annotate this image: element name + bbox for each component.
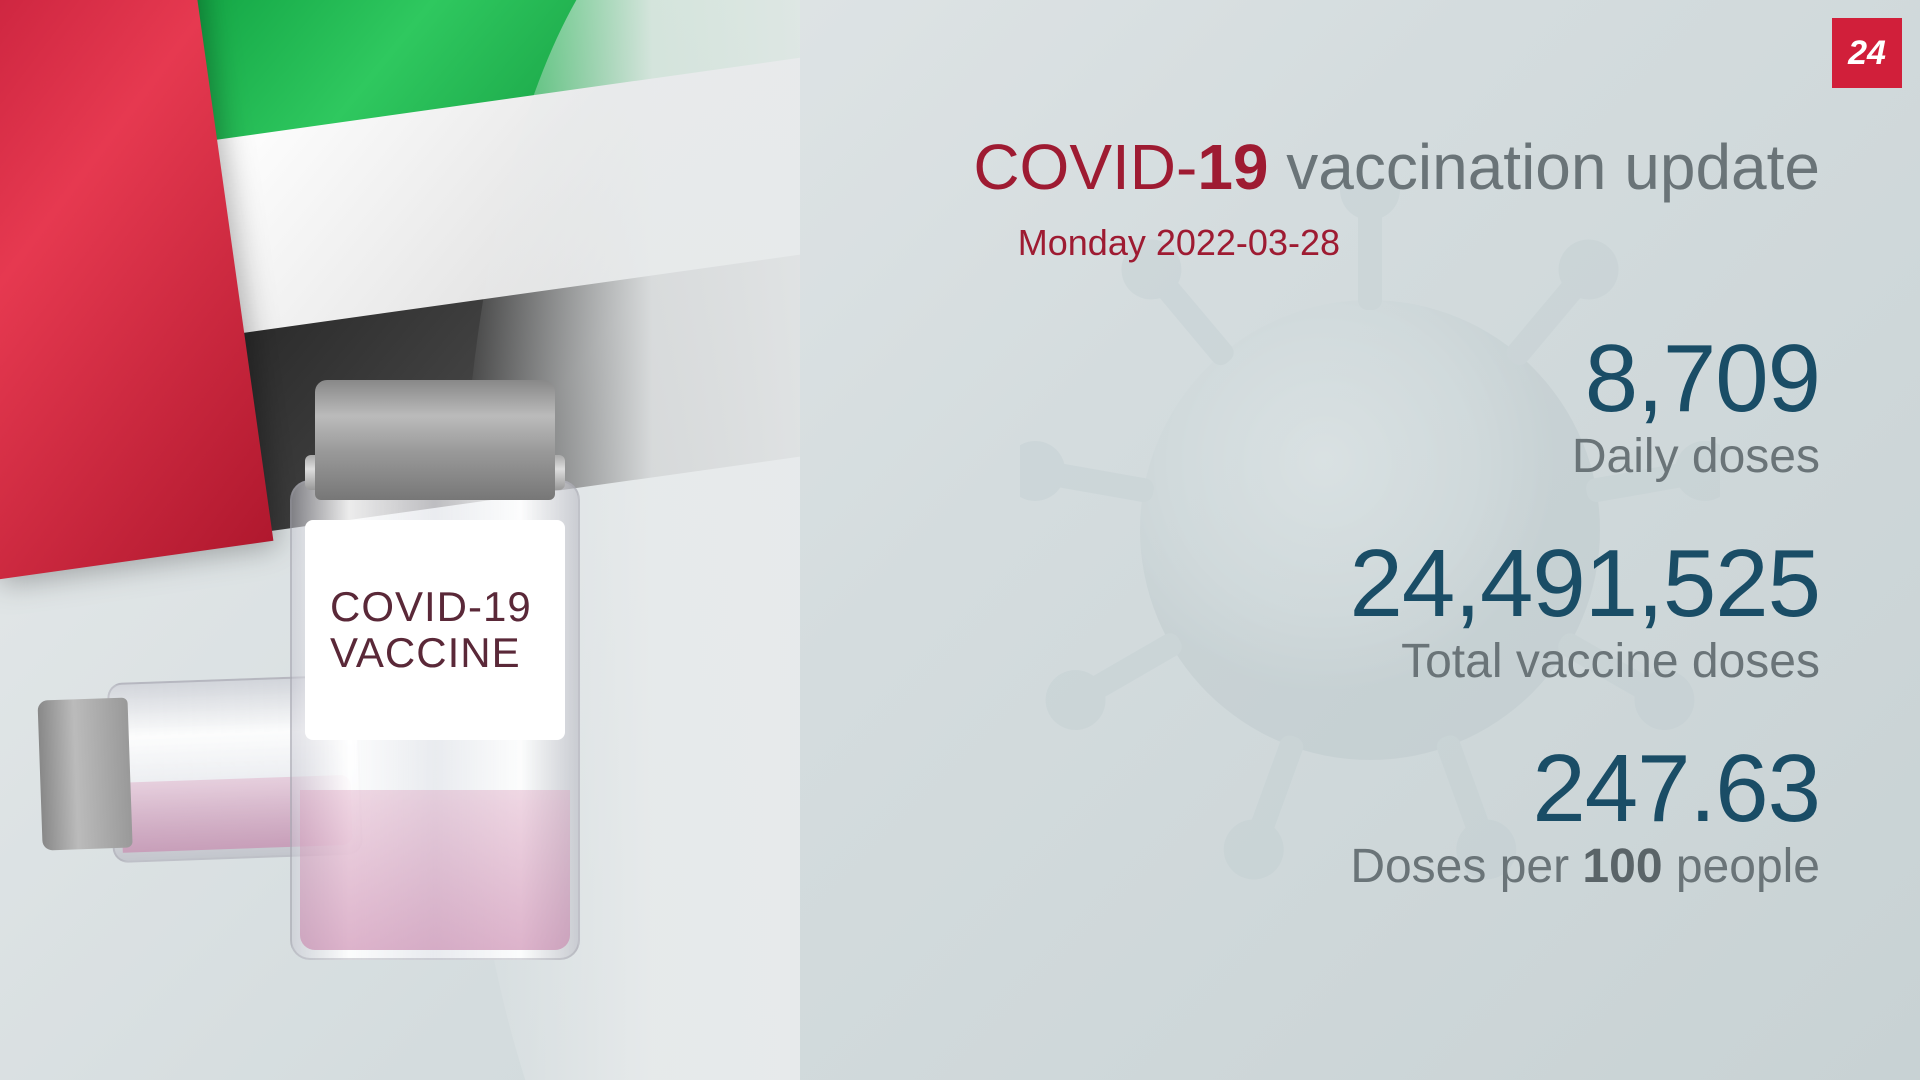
left-visual-panel: COVID-19 VACCINE <box>0 0 800 1080</box>
total-doses-value: 24,491,525 <box>820 529 1820 639</box>
vial-label-line2: VACCINE <box>330 630 565 676</box>
doses-per-100-label: Doses per 100 people <box>820 839 1820 894</box>
vial-label: COVID-19 VACCINE <box>305 520 565 740</box>
daily-doses-label: Daily doses <box>820 429 1820 484</box>
vial-label-line1: COVID-19 <box>330 584 565 630</box>
per100-label-bold: 100 <box>1582 840 1662 893</box>
title-number: 19 <box>1197 131 1268 203</box>
per100-label-post: people <box>1663 840 1820 893</box>
update-date: Monday 2022-03-28 <box>820 222 1820 264</box>
daily-doses-value: 8,709 <box>820 324 1820 434</box>
title-rest: vaccination update <box>1269 131 1821 203</box>
vaccine-vial-upright: COVID-19 VACCINE <box>290 380 580 960</box>
doses-per-100-value: 247.63 <box>820 734 1820 844</box>
stat-total-doses: 24,491,525 Total vaccine doses <box>820 529 1820 689</box>
per100-label-pre: Doses per <box>1350 840 1582 893</box>
stat-daily-doses: 8,709 Daily doses <box>820 324 1820 484</box>
stats-content: COVID-19 vaccination update Monday 2022-… <box>820 130 1820 939</box>
channel-badge: 24 <box>1832 18 1902 88</box>
page-title: COVID-19 vaccination update <box>820 130 1820 204</box>
badge-text: 24 <box>1848 34 1886 73</box>
total-doses-label: Total vaccine doses <box>820 634 1820 689</box>
stat-doses-per-100: 247.63 Doses per 100 people <box>820 734 1820 894</box>
title-covid: COVID- <box>973 131 1197 203</box>
